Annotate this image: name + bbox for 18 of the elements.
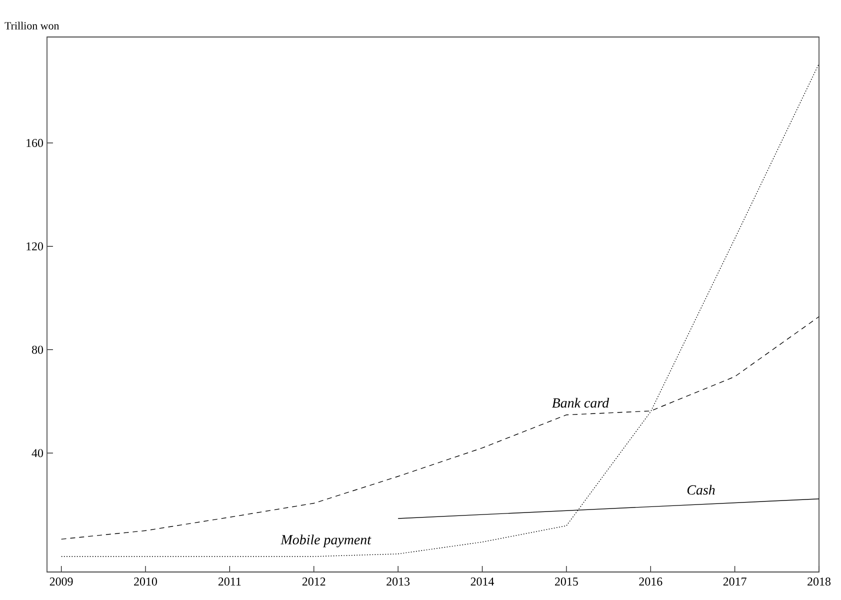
x-tick-label: 2015: [555, 578, 578, 586]
y-axis-title: Trillion won: [4, 22, 60, 30]
y-tick-label: 160: [26, 138, 44, 147]
x-tick-label: 2012: [302, 578, 326, 586]
series-label: Mobile payment: [280, 534, 372, 548]
x-tick-label: 2009: [50, 578, 73, 586]
x-tick-label: 2011: [218, 578, 241, 586]
series-label: Cash: [687, 484, 715, 495]
x-tick-label: 2016: [639, 578, 662, 586]
x-tick-label: 2013: [386, 578, 410, 586]
x-tick-label: 2018: [808, 578, 830, 586]
x-tick-label: 2010: [134, 578, 157, 586]
x-tick-label: 2017: [723, 578, 746, 586]
x-tick-label: 2014: [470, 578, 494, 586]
series-label: Bank card: [552, 398, 610, 408]
y-tick-label: 40: [32, 449, 44, 458]
y-tick-label: 120: [26, 242, 44, 250]
y-tick-label: 80: [32, 346, 44, 354]
